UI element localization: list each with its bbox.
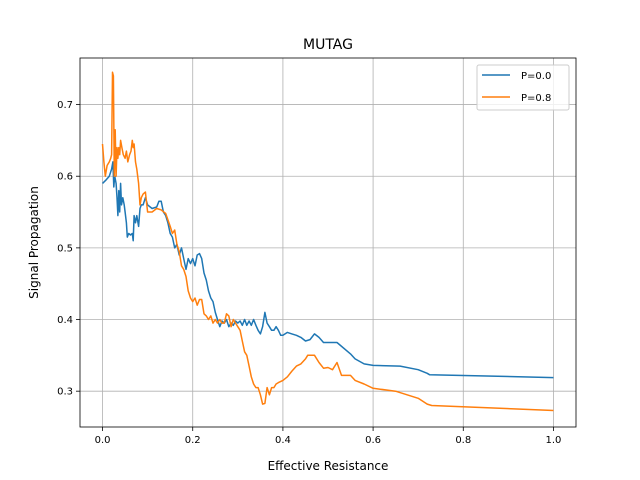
chart-title: MUTAG bbox=[303, 37, 353, 53]
y-axis-ticks: 0.3 0.4 0.5 0.6 0.7 bbox=[57, 100, 80, 398]
legend: P=0.0 P=0.8 bbox=[476, 64, 570, 111]
legend-label-p0: P=0.0 bbox=[521, 71, 551, 82]
series-line-p08 bbox=[101, 71, 554, 412]
x-tick-label: 0.6 bbox=[365, 435, 381, 446]
plot-frame bbox=[79, 57, 577, 428]
legend-label-p08: P=0.8 bbox=[521, 93, 551, 104]
x-tick-label: 0.8 bbox=[455, 435, 471, 446]
x-axis-label: Effective Resistance bbox=[268, 459, 389, 473]
y-tick-label: 0.3 bbox=[57, 387, 73, 398]
y-axis-label: Signal Propagation bbox=[27, 186, 41, 299]
y-tick-label: 0.7 bbox=[57, 100, 73, 111]
y-tick-label: 0.5 bbox=[57, 243, 73, 254]
x-tick-label: 0.4 bbox=[275, 435, 291, 446]
x-tick-label: 1.0 bbox=[546, 435, 562, 446]
series-line-p0 bbox=[101, 161, 554, 379]
legend-box bbox=[476, 64, 570, 111]
y-tick-label: 0.4 bbox=[57, 315, 73, 326]
x-tick-label: 0.0 bbox=[95, 435, 111, 446]
series-lines bbox=[101, 71, 554, 412]
x-tick-label: 0.2 bbox=[185, 435, 201, 446]
x-axis-ticks: 0.0 0.2 0.4 0.6 0.8 1.0 bbox=[95, 427, 562, 446]
y-tick-label: 0.6 bbox=[57, 172, 73, 183]
